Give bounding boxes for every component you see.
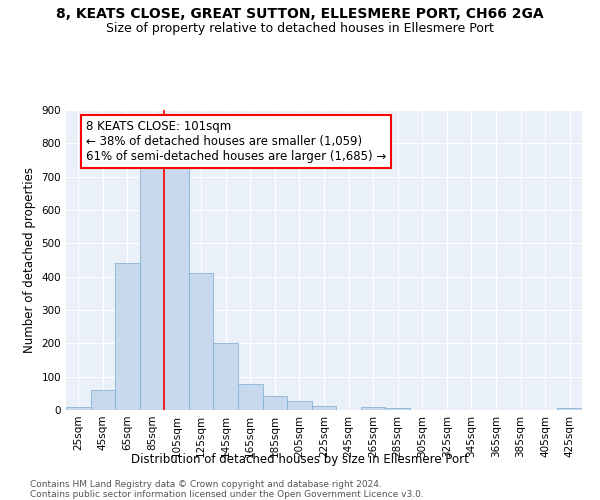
- Bar: [140, 158, 164, 410]
- Bar: [385, 408, 410, 410]
- Bar: [238, 384, 263, 410]
- Y-axis label: Number of detached properties: Number of detached properties: [23, 167, 36, 353]
- Text: 8 KEATS CLOSE: 101sqm
← 38% of detached houses are smaller (1,059)
61% of semi-d: 8 KEATS CLOSE: 101sqm ← 38% of detached …: [86, 120, 386, 163]
- Bar: [91, 390, 115, 410]
- Bar: [214, 344, 238, 410]
- Text: Contains HM Land Registry data © Crown copyright and database right 2024.
Contai: Contains HM Land Registry data © Crown c…: [30, 480, 424, 499]
- Bar: [66, 406, 91, 410]
- Text: Size of property relative to detached houses in Ellesmere Port: Size of property relative to detached ho…: [106, 22, 494, 35]
- Bar: [361, 408, 385, 410]
- Text: 8, KEATS CLOSE, GREAT SUTTON, ELLESMERE PORT, CH66 2GA: 8, KEATS CLOSE, GREAT SUTTON, ELLESMERE …: [56, 8, 544, 22]
- Bar: [557, 408, 582, 410]
- Bar: [189, 274, 214, 410]
- Bar: [263, 396, 287, 410]
- Bar: [287, 401, 312, 410]
- Text: Distribution of detached houses by size in Ellesmere Port: Distribution of detached houses by size …: [131, 452, 469, 466]
- Bar: [312, 406, 336, 410]
- Bar: [115, 264, 140, 410]
- Bar: [164, 158, 189, 410]
